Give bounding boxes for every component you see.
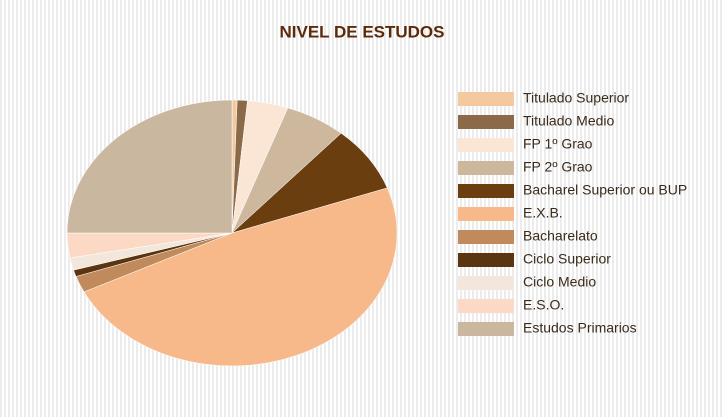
legend-label: Bacharel Superior ou BUP [523, 182, 687, 198]
legend-label: Ciclo Medio [523, 274, 596, 290]
legend-label: Bacharelato [523, 228, 598, 244]
legend-label: Titulado Superior [523, 90, 629, 106]
legend-swatch [458, 276, 514, 290]
legend-swatch [458, 161, 514, 175]
legend-label: E.X.B. [523, 205, 563, 221]
legend-swatch [458, 115, 514, 129]
legend-swatch [458, 322, 514, 336]
pie-slice [66, 99, 233, 234]
legend-label: FP 2º Grao [523, 159, 593, 175]
legend-label: E.S.O. [523, 297, 564, 313]
legend-label: FP 1º Grao [523, 136, 593, 152]
legend-label: Titulado Medio [523, 113, 615, 129]
legend-swatch [458, 92, 514, 106]
pie-slice [83, 187, 398, 367]
legend-swatch [458, 299, 514, 313]
legend-swatch [458, 138, 514, 152]
legend-swatch [458, 184, 514, 198]
legend-swatch [458, 253, 514, 267]
chart-title: NIVEL DE ESTUDOS [280, 22, 445, 41]
legend-swatch [458, 207, 514, 221]
legend-label: Ciclo Superior [523, 251, 611, 267]
legend-swatch [458, 230, 514, 244]
legend-label: Estudos Primarios [523, 320, 637, 336]
